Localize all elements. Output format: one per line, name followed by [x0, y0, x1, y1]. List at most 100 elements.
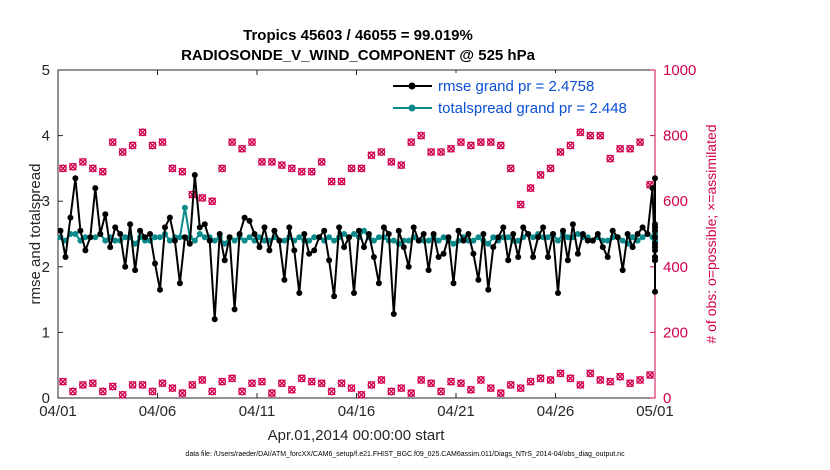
obs-possible-circle	[556, 148, 565, 156]
rmse-point	[609, 227, 616, 234]
obs-marker	[208, 197, 217, 206]
obs-possible-circle	[506, 380, 515, 389]
spread-point	[370, 237, 377, 244]
rmse-point	[515, 254, 522, 260]
obs-possible-circle	[576, 380, 585, 389]
obs-assimilated-x	[427, 148, 436, 156]
obs-assimilated-x	[248, 138, 257, 147]
obs-assimilated-x	[387, 157, 396, 166]
obs-assimilated-x	[646, 180, 655, 189]
obs-assimilated-x	[496, 141, 505, 150]
obs-marker	[566, 374, 575, 383]
obs-assimilated-x	[58, 377, 67, 386]
spread-point	[201, 234, 208, 241]
obs-possible-circle	[616, 144, 625, 153]
obs-assimilated-x	[417, 375, 426, 384]
obs-assimilated-x	[646, 371, 655, 380]
obs-marker	[456, 138, 465, 147]
spread-point	[331, 237, 338, 244]
obs-marker	[596, 131, 605, 140]
obs-marker	[377, 375, 386, 384]
rmse-point	[276, 237, 283, 244]
rmse-point	[216, 231, 223, 237]
rmse-point	[569, 221, 576, 228]
obs-assimilated-x	[287, 385, 296, 394]
obs-marker	[347, 164, 356, 173]
obs-assimilated-x	[546, 164, 555, 173]
spread-point	[470, 237, 477, 244]
rmse-point	[629, 244, 636, 251]
legend-spread-marker	[408, 104, 416, 112]
obs-assimilated-x	[486, 384, 495, 393]
obs-possible-circle	[347, 384, 356, 393]
obs-marker	[168, 384, 177, 393]
obs-assimilated-x	[238, 387, 247, 396]
obs-marker	[447, 377, 456, 386]
obs-assimilated-x	[576, 380, 585, 389]
rmse-point	[652, 288, 658, 295]
obs-assimilated-x	[407, 389, 416, 398]
obs-marker	[108, 382, 117, 391]
rmse-point	[545, 254, 551, 260]
obs-marker	[496, 389, 505, 398]
obs-possible-circle	[228, 374, 237, 383]
rmse-point	[485, 286, 492, 293]
obs-assimilated-x	[367, 380, 376, 389]
y-tick-label-left: 1	[42, 324, 50, 341]
obs-marker	[397, 384, 406, 393]
obs-possible-circle	[88, 379, 97, 388]
obs-marker	[556, 369, 565, 378]
obs-possible-circle	[397, 161, 406, 170]
obs-marker	[257, 377, 266, 386]
obs-assimilated-x	[417, 131, 426, 140]
rmse-point	[171, 237, 178, 244]
obs-assimilated-x	[447, 377, 456, 386]
x-tick-label: 04/01	[39, 403, 77, 420]
obs-marker	[357, 390, 366, 399]
obs-possible-circle	[208, 197, 217, 206]
rmse-point	[311, 247, 318, 254]
rmse-point	[510, 231, 517, 237]
obs-marker	[238, 387, 247, 396]
obs-possible-circle	[526, 184, 535, 192]
rmse-point	[604, 254, 611, 260]
rmse-point	[206, 237, 213, 244]
y-tick-label-right: 1000	[663, 62, 696, 79]
rmse-point	[127, 221, 134, 228]
rmse-point	[166, 214, 173, 221]
spread-point	[405, 237, 412, 244]
obs-marker	[78, 157, 87, 166]
obs-possible-circle	[188, 380, 197, 389]
obs-assimilated-x	[447, 144, 456, 153]
obs-assimilated-x	[188, 380, 197, 389]
obs-marker	[407, 138, 416, 147]
obs-marker	[248, 138, 257, 147]
obs-assimilated-x	[228, 138, 237, 147]
obs-possible-circle	[536, 374, 545, 383]
obs-possible-circle	[98, 167, 107, 176]
spread-point	[311, 234, 318, 241]
obs-possible-circle	[476, 138, 485, 147]
obs-marker	[456, 379, 465, 388]
obs-assimilated-x	[257, 157, 266, 166]
y-tick-label-left: 0	[42, 390, 50, 407]
spread-point	[102, 237, 109, 244]
obs-possible-circle	[118, 148, 127, 156]
obs-assimilated-x	[148, 141, 157, 150]
obs-possible-circle	[556, 369, 565, 378]
obs-possible-circle	[98, 387, 107, 396]
obs-possible-circle	[636, 138, 644, 147]
obs-possible-circle	[437, 387, 445, 396]
legend: rmse grand pr = 2.4758 totalspread grand…	[388, 73, 652, 120]
obs-marker	[78, 380, 87, 389]
spread-point	[545, 234, 551, 241]
rmse-point	[196, 224, 203, 231]
rmse-point	[246, 217, 253, 224]
obs-assimilated-x	[357, 390, 366, 399]
obs-assimilated-x	[317, 379, 326, 388]
obs-possible-circle	[626, 144, 635, 153]
rmse-point	[87, 234, 94, 241]
obs-marker	[68, 387, 77, 396]
obs-marker	[516, 384, 525, 393]
obs-possible-circle	[646, 371, 654, 379]
